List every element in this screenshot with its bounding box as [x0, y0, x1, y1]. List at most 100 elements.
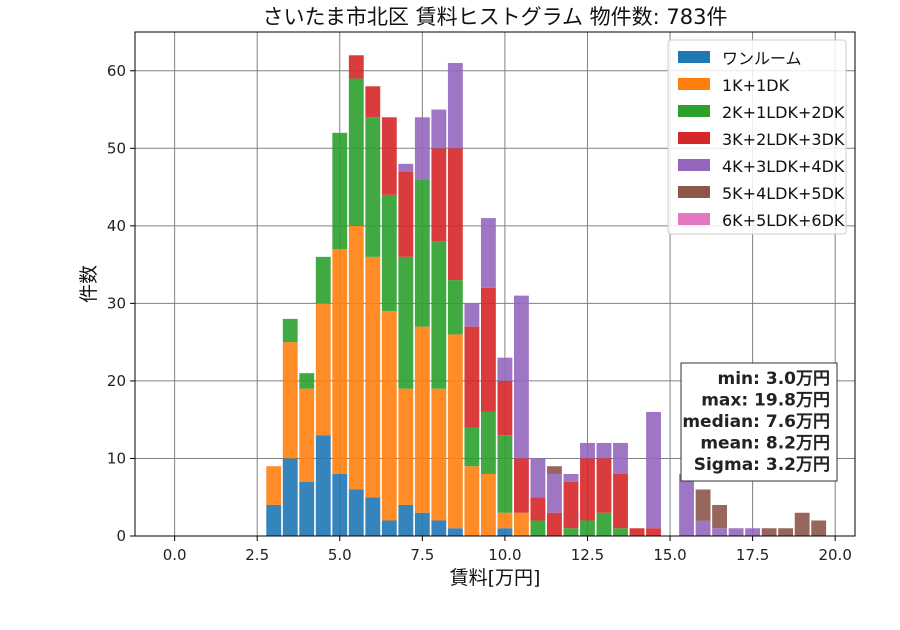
x-tick-label: 17.5: [736, 546, 769, 564]
bar-series-2: [580, 520, 595, 536]
bar-series-0: [315, 435, 331, 536]
bar-series-3: [629, 528, 645, 536]
legend-label: 5K+4LDK+5DK: [722, 184, 845, 203]
y-tick-label: 0: [116, 527, 126, 545]
bar-series-3: [580, 458, 595, 521]
bar-series-2: [431, 241, 447, 389]
bar-series-2: [563, 528, 579, 536]
legend-label: 1K+1DK: [722, 76, 790, 95]
bar-series-0: [414, 512, 430, 536]
bar-series-3: [398, 171, 414, 257]
bar-series-0: [332, 473, 348, 536]
bar-series-4: [497, 357, 513, 381]
bar-series-5: [811, 520, 827, 536]
bar-series-4: [398, 163, 414, 172]
bar-series-0: [381, 520, 397, 536]
bar-series-2: [530, 520, 546, 536]
legend-swatch: [678, 51, 710, 63]
bar-series-1: [381, 311, 397, 521]
stats-line: mean: 8.2万円: [700, 434, 830, 454]
bar-series-1: [464, 466, 480, 536]
bar-series-3: [530, 497, 546, 521]
bar-series-5: [712, 504, 728, 529]
bar-series-2: [282, 318, 298, 343]
bar-series-4: [513, 295, 529, 459]
bar-series-3: [596, 458, 612, 513]
y-tick-label: 20: [107, 372, 126, 390]
bar-series-4: [414, 117, 430, 180]
x-tick-label: 0.0: [163, 546, 187, 564]
bar-series-4: [695, 520, 711, 536]
bar-series-1: [266, 466, 282, 505]
bar-series-3: [464, 326, 480, 428]
x-tick-label: 20.0: [818, 546, 851, 564]
y-tick-label: 60: [107, 62, 126, 80]
bar-series-0: [299, 481, 315, 536]
bar-series-5: [794, 512, 810, 536]
legend-swatch: [678, 132, 710, 144]
bar-series-4: [580, 442, 595, 459]
legend-swatch: [678, 186, 710, 198]
y-tick-label: 10: [107, 449, 126, 467]
bar-series-3: [381, 117, 397, 195]
stats-line: min: 3.0万円: [718, 369, 830, 389]
bar-series-4: [646, 411, 661, 529]
bar-series-3: [646, 528, 661, 536]
bar-series-4: [679, 473, 694, 536]
bar-series-0: [447, 528, 463, 536]
y-tick-label: 40: [107, 217, 126, 235]
bar-series-0: [497, 528, 513, 536]
bar-series-2: [613, 528, 628, 536]
bar-series-4: [480, 218, 496, 288]
bar-series-2: [348, 78, 364, 226]
bars: [266, 55, 827, 536]
bar-series-5: [778, 528, 794, 536]
bar-series-0: [282, 458, 298, 536]
stats-line: median: 7.6万円: [682, 412, 830, 432]
bar-series-0: [266, 504, 282, 536]
x-tick-label: 12.5: [571, 546, 604, 564]
bar-series-3: [613, 473, 628, 529]
bar-series-2: [315, 256, 331, 304]
bar-series-1: [299, 388, 315, 482]
legend: ワンルーム 1K+1DK 2K+1LDK+2DK 3K+2LDK+3DK 4K+3LDK…: [667, 39, 847, 235]
stats-line: max: 19.8万円: [701, 391, 830, 411]
bar-series-2: [365, 117, 381, 257]
x-tick-label: 7.5: [410, 546, 434, 564]
y-tick-label: 30: [107, 294, 126, 312]
legend-swatch: [678, 213, 710, 225]
legend-swatch: [678, 159, 710, 171]
bar-series-4: [563, 473, 579, 482]
bar-series-3: [365, 86, 381, 118]
bar-series-0: [348, 489, 364, 536]
axis-ticks: 0.0 2.5 5.0 7.5 10.0 12.5 15.0 17.5 20.0 0 10 20 30 4…: [107, 62, 852, 564]
bar-series-4: [464, 303, 480, 327]
legend-label: 4K+3LDK+4DK: [722, 157, 845, 176]
plot-frame: [134, 31, 856, 537]
bar-series-1: [348, 225, 364, 490]
bar-series-1: [431, 388, 447, 521]
bar-series-3: [547, 512, 562, 536]
bar-series-1: [414, 326, 430, 513]
stats-line: Sigma: 3.2万円: [694, 455, 830, 475]
bar-series-3: [447, 148, 463, 281]
bar-series-1: [513, 512, 529, 536]
bar-series-5: [547, 466, 562, 474]
x-tick-label: 10.0: [488, 546, 521, 564]
bar-series-0: [365, 497, 381, 536]
chart-title: さいたま市北区 賃料ヒストグラム 物件数: 783件: [263, 5, 728, 29]
bar-series-4: [712, 528, 728, 536]
bar-series-2: [497, 435, 513, 513]
bar-series-4: [613, 442, 628, 474]
bar-series-3: [497, 380, 513, 436]
bar-series-4: [447, 63, 463, 149]
legend-swatch: [678, 105, 710, 117]
bar-series-2: [332, 132, 348, 250]
bar-series-1: [315, 303, 331, 436]
legend-label: 2K+1LDK+2DK: [722, 103, 845, 122]
bar-series-3: [513, 458, 529, 513]
bar-series-0: [431, 520, 447, 536]
bar-series-2: [480, 411, 496, 474]
bar-series-1: [365, 256, 381, 498]
